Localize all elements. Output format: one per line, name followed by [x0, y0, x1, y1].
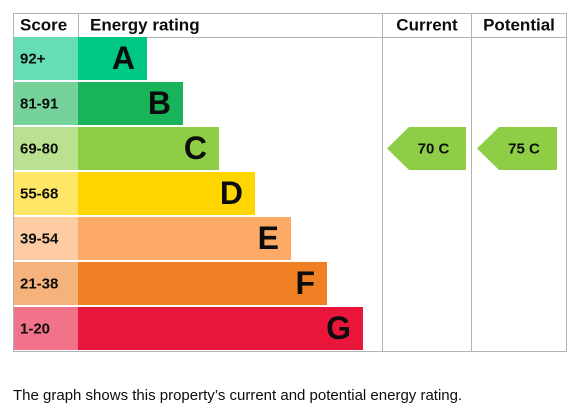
header-rating: Energy rating: [90, 15, 200, 34]
potential-arrow: [477, 127, 557, 170]
score-cell: [14, 307, 78, 350]
score-cell-tint: [14, 127, 78, 170]
band-letter: F: [295, 265, 315, 301]
score-cell-tint: [14, 37, 78, 80]
score-cell-tint: [14, 262, 78, 305]
band-bar: [78, 172, 255, 215]
score-cell: [14, 217, 78, 260]
band-letter: D: [220, 175, 243, 211]
band-letter: G: [326, 310, 351, 346]
band-letter: E: [258, 220, 279, 256]
band-score: 92+: [20, 50, 46, 67]
score-cell-tint: [14, 172, 78, 215]
score-cell: [14, 262, 78, 305]
potential-label: 75 C: [508, 140, 540, 157]
band-score: 21-38: [20, 275, 58, 292]
band-score: 39-54: [20, 230, 59, 247]
current-score: 70: [418, 140, 435, 157]
score-cell: [14, 37, 78, 80]
frame: [13, 13, 567, 352]
band-score: 81-91: [20, 95, 58, 112]
current-arrow: [387, 127, 466, 170]
band-score: 1-20: [20, 320, 50, 337]
band-bar: [78, 37, 147, 80]
band-score: 55-68: [20, 185, 58, 202]
score-cell: [14, 172, 78, 215]
band-bar: [78, 262, 327, 305]
band-letter: B: [148, 85, 171, 121]
score-cell: [14, 127, 78, 170]
current-label: 70 C: [418, 140, 450, 157]
score-cell-tint: [14, 217, 78, 260]
band-bar: [78, 82, 183, 125]
band-bar: [78, 217, 291, 260]
potential-letter: C: [529, 140, 540, 157]
current-letter: C: [439, 140, 450, 157]
caption: The graph shows this property’s current …: [13, 387, 462, 404]
band-score: 69-80: [20, 140, 58, 157]
header-score: Score: [20, 15, 67, 34]
score-cell-tint: [14, 82, 78, 125]
score-cell-tint: [14, 307, 78, 350]
band-bar: [78, 127, 219, 170]
header-potential: Potential: [483, 15, 555, 34]
band-bar: [78, 307, 363, 350]
score-cell: [14, 82, 78, 125]
band-letter: A: [112, 40, 135, 76]
band-letter: C: [184, 130, 207, 166]
potential-score: 75: [508, 140, 525, 157]
header-current: Current: [396, 15, 458, 34]
